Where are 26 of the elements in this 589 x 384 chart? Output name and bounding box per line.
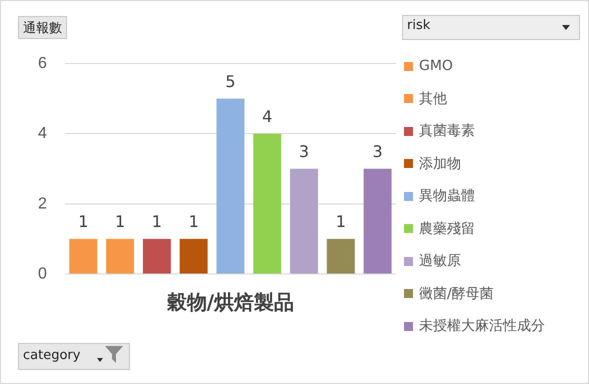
data-label: 1 — [188, 212, 199, 232]
y-tick-label: 0 — [38, 265, 47, 282]
data-label: 5 — [225, 72, 236, 91]
legend-label: 其他 — [419, 90, 447, 108]
data-label: 1 — [336, 212, 346, 232]
legend-label: 真菌毒素 — [419, 122, 475, 140]
y-axis-title: 通報數 — [18, 16, 67, 39]
data-label: 1 — [152, 212, 162, 232]
legend-label: 黴菌/酵母菌 — [419, 284, 494, 303]
data-label: 3 — [372, 142, 383, 161]
legend-label: 異物蟲體 — [419, 187, 475, 206]
y-tick-label: 6 — [38, 55, 47, 72]
legend-label: 添加物 — [419, 154, 461, 173]
legend-title: risk — [402, 15, 580, 40]
legend-label: 農藥殘留 — [419, 220, 475, 238]
legend-label: GMO — [419, 58, 453, 74]
data-label: 3 — [298, 142, 310, 161]
y-tick-label: 2 — [38, 195, 47, 212]
x-tick-label: 穀物/烘焙製品 — [166, 290, 294, 314]
text: category — [18, 343, 130, 370]
data-label: 1 — [78, 212, 88, 232]
data-label: 4 — [262, 106, 272, 126]
y-tick-label: 4 — [38, 125, 47, 142]
data-label: 1 — [114, 212, 126, 232]
legend-label: 未授權大麻活性成分 — [419, 317, 545, 336]
legend-label: 過敏原 — [419, 252, 461, 270]
